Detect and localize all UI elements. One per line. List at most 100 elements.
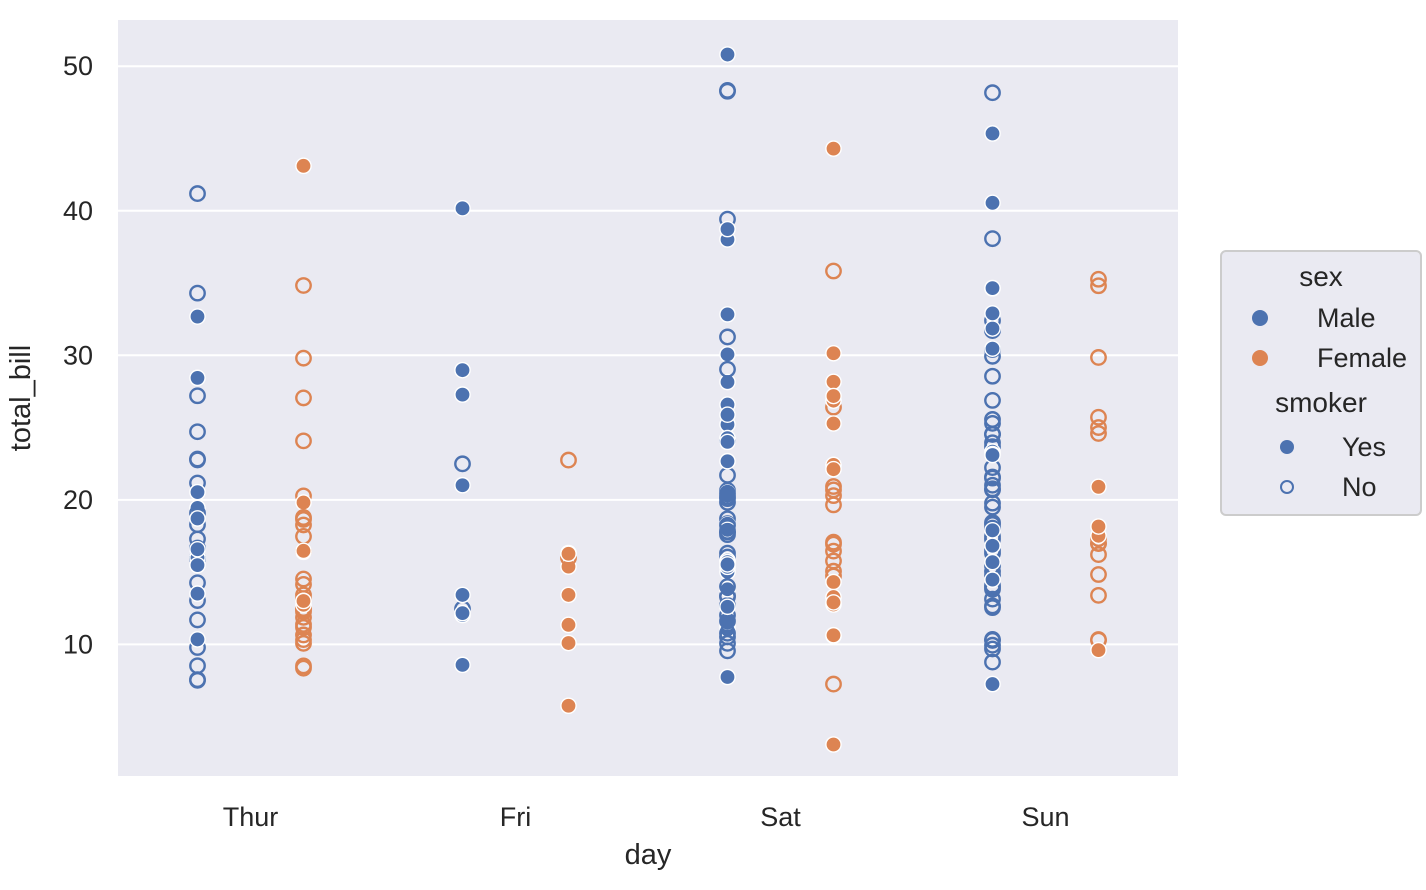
data-point (719, 556, 736, 573)
data-point (984, 571, 1001, 588)
data-point (295, 516, 312, 534)
x-axis-label: day (625, 839, 672, 871)
legend-label-smoker-no: No (1342, 471, 1377, 502)
data-point (560, 697, 577, 715)
legend: sex Male Female smoker Yes No (1220, 250, 1422, 516)
data-point (454, 656, 471, 674)
data-point (984, 481, 1001, 499)
data-point (189, 423, 206, 441)
data-point (825, 373, 842, 391)
data-point (825, 478, 842, 495)
data-point (1090, 349, 1107, 366)
data-point (984, 653, 1001, 671)
y-tick-label: 20 (63, 485, 93, 515)
x-tick-label: Fri (500, 802, 531, 832)
data-point (189, 284, 206, 302)
data-point (295, 432, 312, 450)
data-point (1090, 586, 1107, 604)
data-point (1090, 566, 1107, 583)
data-point (825, 736, 842, 753)
data-point (189, 671, 206, 689)
data-point (719, 360, 736, 378)
data-point (719, 220, 736, 238)
smoker-yes-marker-icon (1280, 440, 1294, 454)
data-point (825, 262, 842, 280)
legend-item-smoker-yes: Yes (1222, 427, 1420, 467)
legend-label-smoker-yes: Yes (1342, 431, 1387, 462)
data-point (454, 386, 471, 403)
data-point (719, 373, 736, 391)
legend-title-smoker: smoker (1275, 387, 1367, 418)
y-axis-label: total_bill (5, 345, 37, 451)
data-point (1090, 277, 1107, 295)
data-point (189, 556, 206, 574)
data-point (984, 632, 1001, 649)
data-point (189, 510, 206, 527)
data-point (719, 668, 736, 686)
legend-item-smoker-no: No (1222, 467, 1420, 507)
legend-label-male: Male (1317, 302, 1376, 333)
legend-title-sex: sex (1299, 261, 1343, 292)
data-point (825, 573, 842, 591)
data-point (719, 598, 736, 616)
data-point (719, 433, 736, 451)
data-point (295, 631, 312, 648)
data-point (189, 387, 206, 405)
data-point (189, 185, 206, 202)
x-tick-label: Thur (223, 802, 279, 832)
data-point (825, 487, 842, 505)
data-point (189, 308, 206, 325)
y-tick-label: 10 (63, 629, 93, 659)
data-point (189, 369, 206, 387)
data-point (295, 626, 312, 644)
data-point (295, 592, 312, 610)
data-point (719, 516, 736, 534)
data-point (295, 389, 312, 407)
female-marker-icon (1252, 350, 1268, 366)
data-point (984, 320, 1001, 337)
data-point (825, 415, 842, 432)
data-point (560, 634, 577, 652)
data-point (825, 460, 842, 478)
data-point (719, 624, 736, 642)
data-point (1090, 419, 1107, 436)
data-point (825, 533, 842, 551)
data-point (825, 594, 842, 611)
data-point (719, 328, 736, 346)
data-point (719, 306, 736, 323)
data-point (1090, 425, 1107, 442)
data-point (295, 542, 312, 560)
data-point (560, 616, 577, 634)
data-point (984, 125, 1001, 142)
data-point (984, 469, 1001, 487)
data-point (295, 659, 312, 677)
data-point (719, 81, 736, 99)
data-point (189, 631, 206, 648)
data-point (719, 578, 736, 595)
data-point (560, 545, 577, 563)
data-point (719, 46, 736, 63)
data-point (1090, 641, 1107, 659)
data-point (189, 450, 206, 468)
x-tick-label: Sun (1021, 802, 1069, 832)
data-point (295, 619, 312, 636)
plot-area (118, 20, 1178, 776)
data-point (454, 200, 471, 217)
data-point (825, 387, 842, 405)
y-tick-label: 40 (63, 196, 93, 226)
data-point (295, 494, 312, 511)
data-point (984, 230, 1001, 248)
data-point (454, 361, 471, 379)
smoker-no-marker-icon (1280, 480, 1294, 494)
legend-item-male: Male (1222, 298, 1420, 338)
data-point (1090, 408, 1107, 426)
data-point (560, 586, 577, 604)
data-point (454, 604, 471, 622)
legend-label-female: Female (1317, 342, 1408, 373)
data-point (984, 537, 1001, 555)
plot-layer: 10 20 30 40 50 Thur Fri Sat Sun (63, 20, 1178, 832)
data-point (719, 634, 736, 652)
data-point (984, 340, 1001, 357)
data-point (295, 277, 312, 294)
